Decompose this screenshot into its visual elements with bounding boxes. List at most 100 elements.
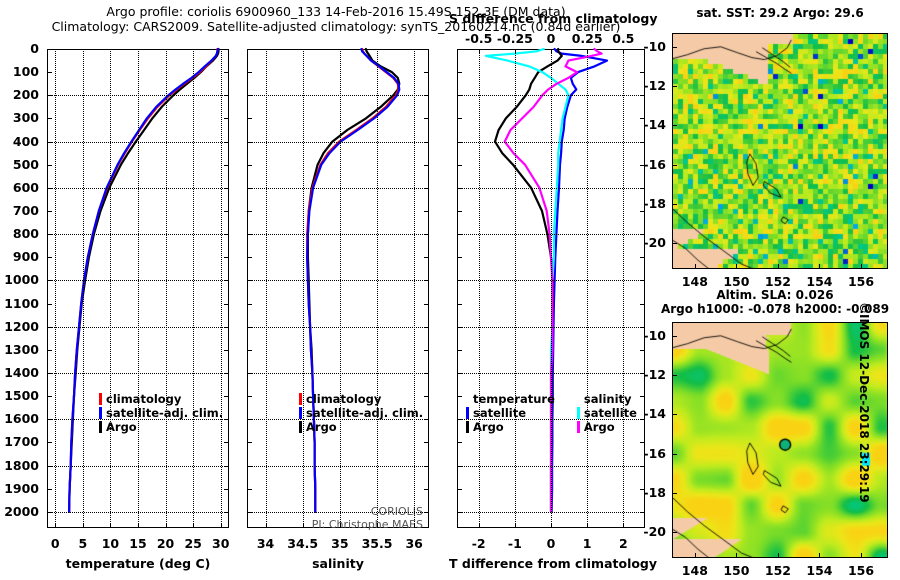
copyright-notice: ©IMOS 12-Dec-2018 23:29:19 xyxy=(857,302,871,503)
sla-lon-tick-label: 150 xyxy=(723,563,750,578)
legend-item: Argo xyxy=(576,420,637,434)
sst-lon-tick-label: 150 xyxy=(723,274,750,289)
axis-tick xyxy=(457,488,462,490)
sst-map-canvas xyxy=(673,34,887,268)
gridline xyxy=(587,49,589,528)
s-difference-tick-label: -0.5 xyxy=(465,31,493,46)
axis-tick xyxy=(457,49,462,50)
sla-lat-tick-label: -20 xyxy=(643,524,666,540)
axis-tick xyxy=(247,396,252,398)
t-difference-axis-title: T difference from climatology xyxy=(449,556,658,571)
gridline xyxy=(138,49,139,528)
axis-tick xyxy=(247,49,252,50)
axis-tick xyxy=(736,553,738,558)
sst-lat-tick-label: -14 xyxy=(643,117,666,133)
legend-item: satellite-adj. clim. xyxy=(299,406,423,420)
axis-tick xyxy=(47,118,52,120)
depth-tick-label: 500 xyxy=(12,156,39,172)
axis-tick xyxy=(247,210,252,212)
legend-column: salinity satellite Argo xyxy=(576,392,637,434)
axis-tick xyxy=(861,553,862,558)
legend-item: satellite xyxy=(576,406,637,420)
depth-tick-label: 200 xyxy=(12,87,39,103)
sst-lat-tick-label: -10 xyxy=(643,38,666,54)
legend-label: Argo xyxy=(583,420,615,434)
legend-color-swatch xyxy=(99,393,102,405)
gridline xyxy=(82,49,84,528)
axis-tick xyxy=(424,488,429,490)
legend-label: satellite xyxy=(473,406,527,420)
temperature-tick-label: 15 xyxy=(129,536,147,551)
salinity-tick-label: 34 xyxy=(256,536,275,551)
depth-tick-label: 1100 xyxy=(4,295,39,311)
gridline xyxy=(247,326,429,328)
axis-tick xyxy=(640,442,645,444)
sst-lon-tick-label: 152 xyxy=(764,274,791,289)
temperature-axis-title: temperature (deg C) xyxy=(65,556,211,571)
axis-tick xyxy=(224,49,229,50)
axis-tick xyxy=(819,264,821,269)
gridline xyxy=(623,49,625,528)
axis-tick xyxy=(457,257,462,259)
axis-tick xyxy=(551,49,552,54)
axis-tick xyxy=(640,72,645,74)
axis-tick xyxy=(247,118,252,120)
sst-map[interactable] xyxy=(672,33,888,269)
sla-map-title: Altim. SLA: 0.026 Argo h1000: -0.078 h20… xyxy=(650,288,900,316)
depth-tick-label: 900 xyxy=(12,249,39,265)
legend-label: satellite xyxy=(583,406,637,420)
axis-tick xyxy=(424,49,429,50)
depth-tick-label: 1500 xyxy=(4,388,39,404)
legend-color-swatch xyxy=(576,421,580,433)
gridline xyxy=(247,141,429,143)
gridline xyxy=(377,49,378,528)
gridline xyxy=(247,511,429,513)
sla-map[interactable] xyxy=(672,322,888,558)
axis-tick xyxy=(457,164,462,166)
depth-tick-label: 1200 xyxy=(4,318,39,334)
data-credit: CORIOLIS PI: Christophe MAES xyxy=(291,505,423,531)
legend-label: satellite-adj. clim. xyxy=(306,406,424,420)
axis-tick xyxy=(457,210,462,212)
axis-tick xyxy=(424,72,429,74)
sla-lon-tick-label: 154 xyxy=(806,563,833,578)
salinity-profile-plot[interactable] xyxy=(247,49,429,528)
axis-tick xyxy=(777,264,779,269)
axis-tick xyxy=(587,49,589,54)
axis-tick xyxy=(47,396,52,398)
depth-tick-label: 100 xyxy=(12,64,39,80)
difference-legend: temperature satellite Argo salinity satellit… xyxy=(466,392,646,434)
profile-curve xyxy=(550,47,609,513)
axis-tick xyxy=(640,210,645,212)
axis-tick xyxy=(640,488,645,490)
s-difference-axis-title: S difference from climatology xyxy=(449,11,658,26)
axis-tick xyxy=(736,264,738,269)
legend-item: satellite xyxy=(466,406,555,420)
s-difference-tick-label: 0 xyxy=(546,31,556,46)
salinity-legend: climatology satellite-adj. clim. Argo xyxy=(299,392,423,434)
axis-tick xyxy=(694,553,696,558)
s-difference-tick-label: 0.25 xyxy=(571,31,603,46)
axis-tick xyxy=(224,164,229,166)
legend-label: Argo xyxy=(473,420,504,434)
sla-lat-tick-label: -14 xyxy=(643,406,666,422)
axis-tick xyxy=(640,257,645,259)
axis-tick xyxy=(672,375,677,377)
salinity-axis-title: salinity xyxy=(312,556,364,571)
axis-tick xyxy=(47,210,52,212)
credit-pi: PI: Christophe MAES xyxy=(311,518,423,531)
salinity-tick-label: 35.5 xyxy=(361,536,393,551)
sst-lon-tick-label: 154 xyxy=(806,274,833,289)
axis-tick xyxy=(47,49,52,50)
axis-tick xyxy=(640,396,645,398)
axis-tick xyxy=(672,204,677,206)
depth-tick-label: 1900 xyxy=(4,480,39,496)
gridline xyxy=(265,49,267,528)
temperature-tick-label: 25 xyxy=(184,536,202,551)
temperature-tick-label: 5 xyxy=(78,536,88,551)
axis-tick xyxy=(640,118,645,120)
axis-tick xyxy=(224,442,229,444)
gridline xyxy=(514,49,516,528)
legend-color-swatch xyxy=(466,407,469,419)
axis-tick xyxy=(247,488,252,490)
